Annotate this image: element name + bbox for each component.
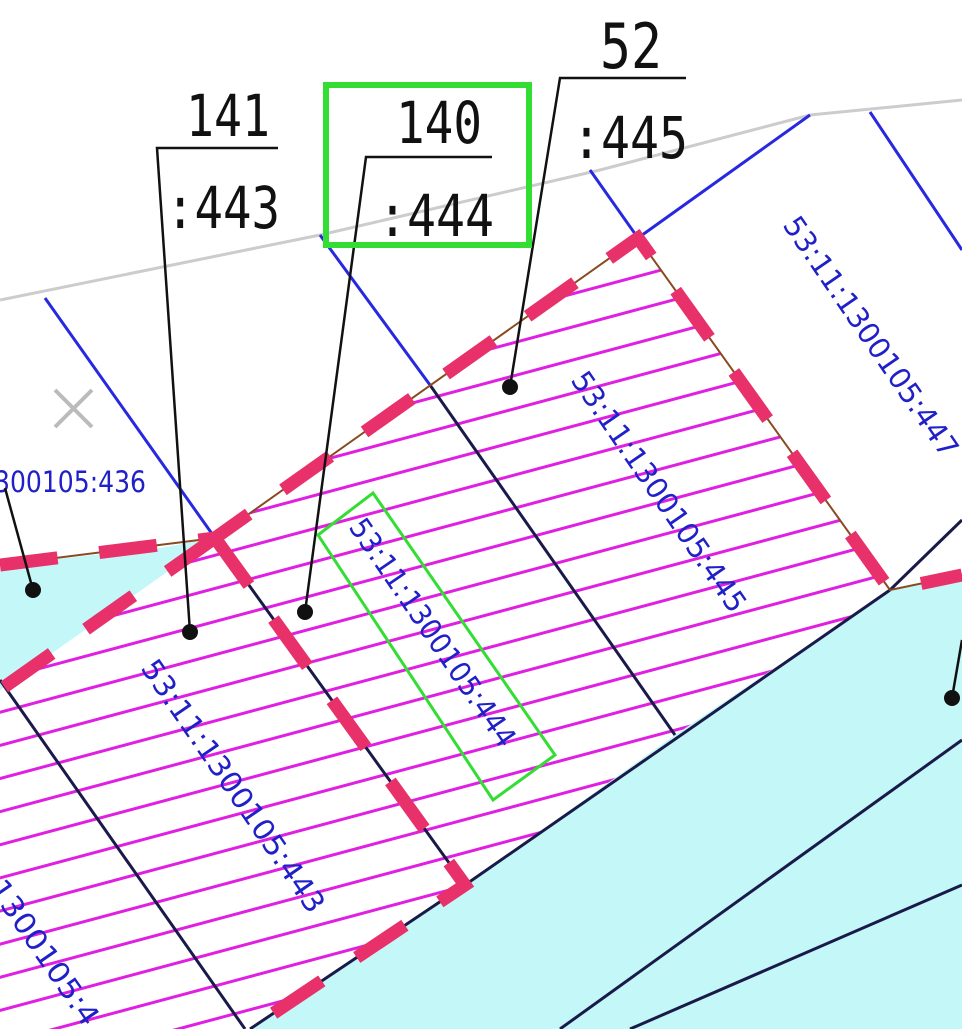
callout-leaders <box>3 76 962 699</box>
callout-444-parcel: :444 <box>378 182 494 250</box>
parcel-label-436: 300105:436 <box>0 465 146 499</box>
parcel-444-area <box>215 385 675 885</box>
callout-443-parcel: :443 <box>166 174 280 242</box>
callout-443-number: 141 <box>186 82 270 150</box>
parcel-445-area <box>430 238 890 735</box>
parcel-boundary-dashed-left <box>0 532 219 696</box>
street-parcel-lines <box>43 111 962 539</box>
callout-444-number: 140 <box>396 89 482 157</box>
parcel-443-area <box>0 538 465 1029</box>
callout-445-number: 52 <box>600 10 662 83</box>
street-edge-line <box>0 98 962 302</box>
parcel-boundary-dashed-middle <box>209 534 475 1029</box>
highlight-box-parcel-444 <box>315 490 558 803</box>
highlight-box-callout-444 <box>323 82 532 248</box>
cross-mark-icon <box>53 388 94 429</box>
territory-boundary-dashed <box>0 228 962 598</box>
callout-445-parcel: :445 <box>572 104 688 172</box>
callout-points <box>25 379 960 706</box>
road-area-main <box>250 575 962 1029</box>
